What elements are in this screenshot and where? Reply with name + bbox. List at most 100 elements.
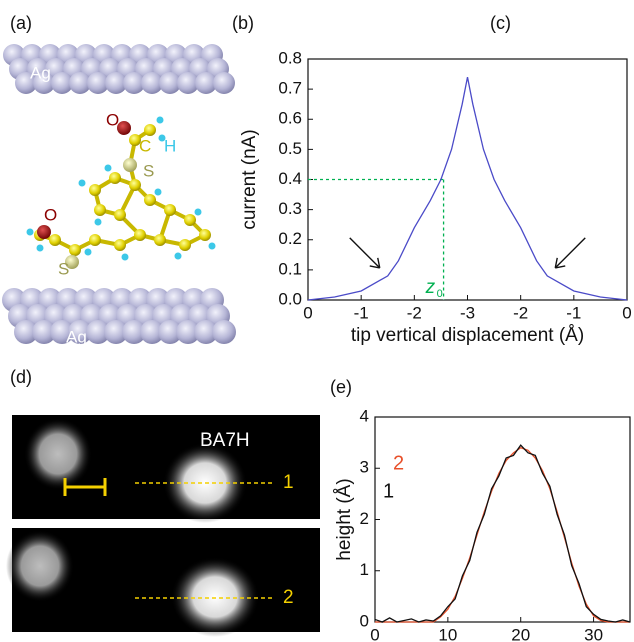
carbon-atom: [134, 229, 146, 241]
hydrogen-atom: [104, 164, 112, 172]
silver-atom: [195, 72, 217, 94]
data-line: [374, 444, 631, 623]
carbon-atom: [179, 239, 191, 251]
silver-atom: [159, 72, 181, 94]
silver-atom: [122, 320, 146, 344]
y-tick-label: 0.5: [278, 139, 302, 158]
hydrogen-atom: [121, 253, 129, 261]
hydrogen-atom: [174, 252, 182, 260]
plot-frame: [374, 416, 631, 623]
hydrogen-atom: [158, 134, 166, 142]
carbon-atom: [114, 239, 126, 251]
y-tick-label: 0.4: [278, 169, 302, 188]
y-axis-label: current (nA): [239, 129, 260, 229]
carbon-atom: [184, 214, 196, 226]
y-tick-label: 0.7: [278, 79, 302, 98]
silver-atom: [87, 72, 109, 94]
atom-label: S: [58, 259, 69, 278]
silver-atom: [213, 72, 235, 94]
x-tick-label: 0: [622, 303, 631, 322]
arrow: [349, 237, 381, 269]
atom-label: O: [106, 110, 119, 129]
x-tick-label: 30: [584, 625, 603, 642]
sulfur-atom: [123, 158, 137, 172]
plot-frame: [307, 58, 628, 301]
carbon-atom: [69, 244, 81, 256]
y-tick-label: 0: [360, 611, 369, 630]
silver-atom: [33, 72, 55, 94]
legend-entry: 2: [393, 452, 404, 474]
stm-images: BA7H 1 2: [6, 415, 320, 637]
carbon-atom: [144, 124, 156, 136]
hydrogen-atom: [156, 116, 164, 124]
y-tick-label: 0.8: [278, 48, 302, 67]
silver-atom: [86, 320, 110, 344]
carbon-atom: [114, 209, 126, 221]
y-tick-label: 0.3: [278, 199, 302, 218]
y-tick-label: 3: [360, 458, 369, 477]
molecule-blob: [6, 530, 74, 602]
x-tick-label: -1: [566, 303, 581, 322]
x-tick-label: 0: [303, 303, 312, 322]
carbon-atom: [129, 134, 141, 146]
x-axis-label: tip vertical displacement (Å): [351, 325, 584, 346]
marker-subscript: 0: [437, 288, 443, 300]
silver-atom: [176, 320, 200, 344]
x-tick-label: 20: [511, 625, 530, 642]
panel-label: (a): [10, 13, 32, 33]
hydrogen-atom: [154, 188, 162, 196]
silver-atom: [123, 72, 145, 94]
y-tick-label: 2: [360, 509, 369, 528]
silver-atom: [32, 320, 56, 344]
silver-atom: [177, 72, 199, 94]
arrow-head: [554, 257, 566, 269]
molecule-blob: [24, 418, 92, 490]
silver-atom: [141, 72, 163, 94]
silver-atom: [140, 320, 164, 344]
x-tick-label: -2: [407, 303, 422, 322]
hydrogen-atom: [208, 242, 216, 250]
carbon-atom: [89, 184, 101, 196]
molecule-name: BA7H: [200, 430, 250, 451]
hydrogen-atom: [194, 208, 202, 216]
panel-label: (c): [490, 13, 511, 33]
atom-label: Ag: [66, 327, 87, 346]
y-tick-label: 0.2: [278, 229, 302, 248]
silver-atom: [69, 72, 91, 94]
y-tick-label: 1: [360, 560, 369, 579]
x-tick-label: 10: [438, 625, 457, 642]
x-tick-label: -2: [513, 303, 528, 322]
atom-label: S: [143, 161, 154, 180]
arrow-head: [369, 257, 381, 269]
oxygen-atom: [117, 121, 131, 135]
silver-atom: [105, 72, 127, 94]
carbon-atom: [49, 234, 61, 246]
scale-bar: [63, 478, 107, 496]
silver-atom: [194, 320, 218, 344]
molecule-blob: [171, 557, 259, 637]
x-tick-label: -3: [460, 303, 475, 322]
y-axis-label: height (Å): [334, 478, 355, 560]
silver-atom: [14, 320, 38, 344]
hydrogen-atom: [36, 244, 44, 252]
carbon-atom: [199, 229, 211, 241]
carbon-atom: [129, 179, 141, 191]
x-tick-label: -1: [354, 303, 369, 322]
x-tick-label: 0: [370, 625, 379, 642]
hydrogen-atom: [94, 218, 102, 226]
silver-atom: [68, 320, 92, 344]
y-tick-label: 0.6: [278, 109, 302, 128]
carbon-atom: [89, 234, 101, 246]
carbon-atom: [109, 172, 121, 184]
arrow: [554, 237, 586, 269]
marker-label: z: [425, 277, 436, 298]
profile-label: 2: [283, 587, 294, 608]
data-line: [375, 447, 630, 623]
sulfur-atom: [65, 255, 79, 269]
silver-atom: [15, 72, 37, 94]
hydrogen-atom: [78, 179, 86, 187]
y-tick-label: 0.1: [278, 259, 302, 278]
y-tick-label: 0.0: [278, 289, 302, 308]
y-tick-label: 4: [360, 406, 369, 425]
